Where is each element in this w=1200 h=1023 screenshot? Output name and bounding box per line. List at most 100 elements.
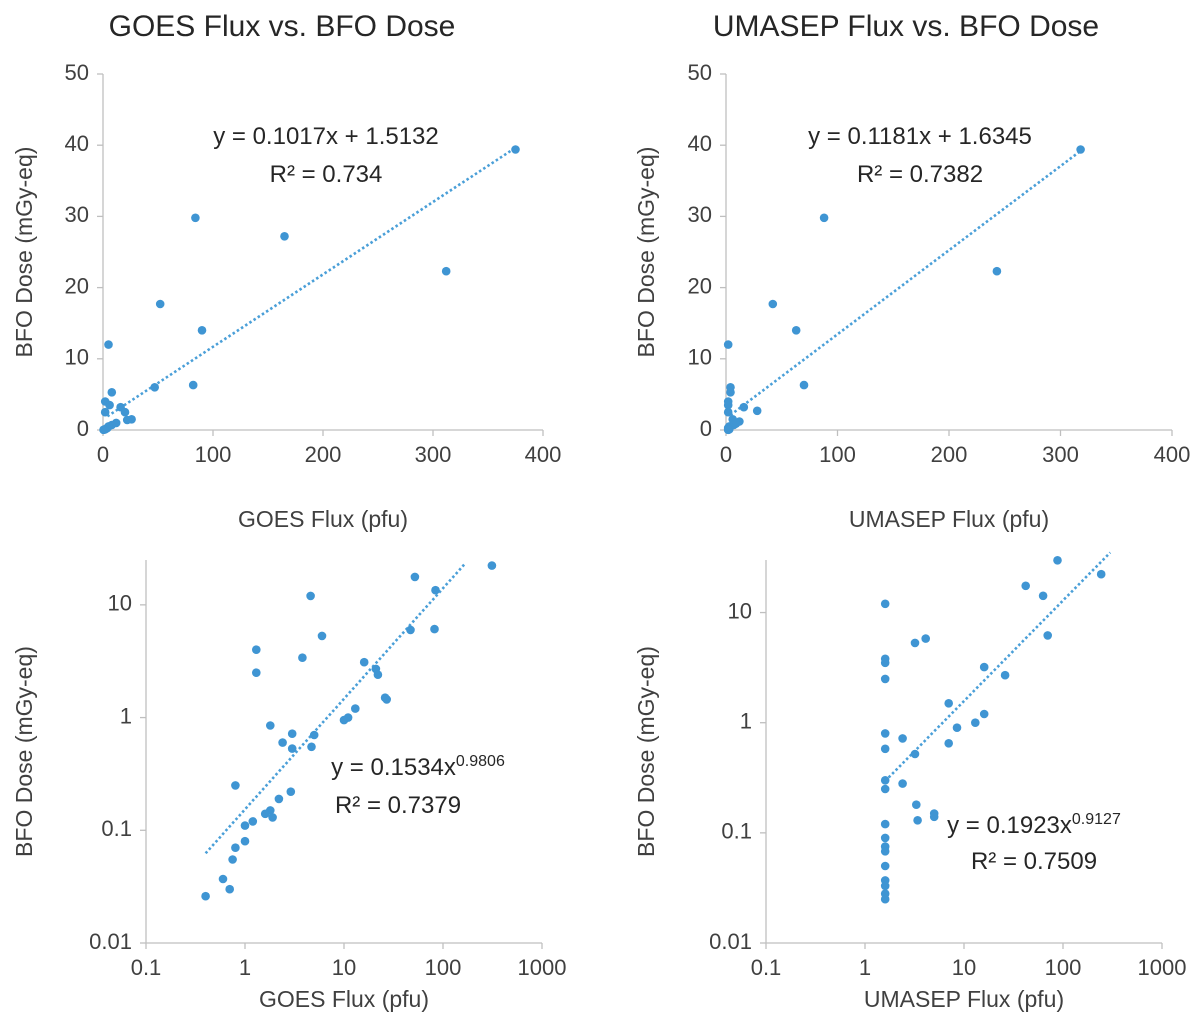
data-point: [880, 894, 890, 904]
data-point: [1043, 631, 1052, 640]
data-point: [726, 388, 735, 397]
y-tick-label: 0.1: [101, 816, 132, 841]
y-tick-label: 0: [700, 416, 712, 441]
data-point: [382, 695, 392, 704]
data-point: [1000, 670, 1010, 680]
chart-title: UMASEP Flux vs. BFO Dose: [713, 10, 1099, 43]
x-tick-label: 0.1: [131, 955, 162, 980]
data-point: [307, 742, 316, 752]
x-tick-label: 1000: [1138, 955, 1187, 980]
data-point: [723, 400, 733, 410]
data-point: [898, 779, 907, 788]
data-point: [913, 816, 922, 825]
x-tick-label: 10: [332, 955, 356, 980]
data-point: [992, 266, 1002, 276]
data-point: [880, 674, 890, 684]
data-point: [339, 715, 349, 725]
trendline-equation: y = 0.1017x + 1.5132: [213, 123, 439, 150]
data-point: [910, 749, 920, 759]
data-point: [317, 631, 327, 641]
y-axis-label: BFO Dose (mGy-eq): [633, 147, 659, 358]
trendline-equation: y = 0.1923x0.9127: [947, 811, 1121, 839]
data-point: [287, 744, 297, 753]
y-tick-label: 10: [688, 345, 712, 370]
y-tick-label: 0: [77, 416, 89, 441]
data-point: [406, 625, 415, 635]
data-point: [260, 809, 270, 819]
data-point: [799, 380, 809, 390]
data-point: [487, 561, 497, 570]
trendline: [884, 551, 1112, 783]
x-tick-label: 100: [425, 955, 462, 980]
y-tick-label: 10: [65, 345, 89, 370]
data-point: [1053, 556, 1062, 565]
x-tick-label: 1: [859, 955, 871, 980]
data-point: [880, 599, 890, 609]
data-point: [768, 299, 778, 309]
data-point: [218, 874, 228, 884]
data-point: [979, 662, 989, 672]
data-point: [278, 738, 287, 747]
data-point: [197, 326, 207, 335]
data-point: [225, 884, 234, 894]
x-tick-label: 300: [415, 442, 452, 467]
data-point: [723, 340, 733, 349]
data-point: [1038, 591, 1048, 601]
data-point: [268, 813, 277, 822]
equation-exponent: 0.9127: [1072, 811, 1121, 828]
data-point: [898, 734, 907, 743]
y-axis-label: BFO Dose (mGy-eq): [11, 646, 37, 857]
r-squared-label: R² = 0.7379: [335, 792, 461, 819]
data-point: [880, 776, 890, 785]
r-squared-label: R² = 0.734: [270, 161, 383, 188]
data-point: [944, 699, 953, 708]
data-point: [739, 402, 749, 412]
data-point: [929, 812, 939, 822]
x-tick-label: 0: [720, 442, 732, 467]
data-point: [880, 861, 890, 871]
data-point: [944, 739, 953, 748]
x-tick-label: 200: [931, 442, 968, 467]
x-tick-label: 1: [239, 955, 251, 980]
r-squared-label: R² = 0.7382: [857, 161, 983, 188]
x-tick-label: 400: [525, 442, 562, 467]
y-tick-label: 50: [65, 60, 89, 85]
data-point: [191, 213, 200, 223]
data-point: [880, 744, 890, 754]
x-tick-label: 300: [1042, 442, 1079, 467]
data-point: [201, 891, 210, 901]
x-tick-label: 100: [819, 442, 856, 467]
trendline-equation: y = 0.1181x + 1.6345: [808, 123, 1032, 150]
x-axis-label: UMASEP Flux (pfu): [849, 506, 1049, 532]
y-axis-label: BFO Dose (mGy-eq): [11, 147, 37, 358]
y-tick-label: 40: [65, 131, 89, 156]
data-point: [952, 723, 962, 732]
data-point: [431, 585, 440, 595]
y-tick-label: 1: [120, 703, 132, 728]
data-point: [880, 729, 890, 738]
x-tick-label: 400: [1154, 442, 1191, 467]
chart-goes-linear: GOES Flux vs. BFO Dose 0 10 20 30 40 50 0 100 200…: [11, 10, 561, 532]
data-point: [107, 388, 117, 397]
trendline-equation: y = 0.1534x0.9806: [331, 753, 505, 781]
data-point: [231, 843, 240, 852]
y-tick-label: 30: [688, 202, 712, 227]
data-point: [723, 407, 733, 417]
y-tick-label: 1: [740, 709, 752, 734]
data-point: [441, 266, 451, 276]
x-axis-label: GOES Flux (pfu): [238, 506, 408, 532]
chart-title: GOES Flux vs. BFO Dose: [109, 10, 456, 43]
equation-exponent: 0.9806: [456, 753, 505, 770]
data-point: [819, 213, 829, 223]
y-axis-label: BFO Dose (mGy-eq): [633, 646, 659, 857]
data-point: [880, 658, 890, 668]
y-tick-label: 0.01: [89, 929, 132, 954]
data-point: [100, 407, 110, 417]
data-point: [359, 657, 369, 667]
trendline: [729, 149, 1082, 417]
data-point: [120, 407, 130, 417]
data-point: [287, 729, 297, 738]
data-point: [1021, 581, 1030, 591]
trendline: [106, 146, 517, 418]
